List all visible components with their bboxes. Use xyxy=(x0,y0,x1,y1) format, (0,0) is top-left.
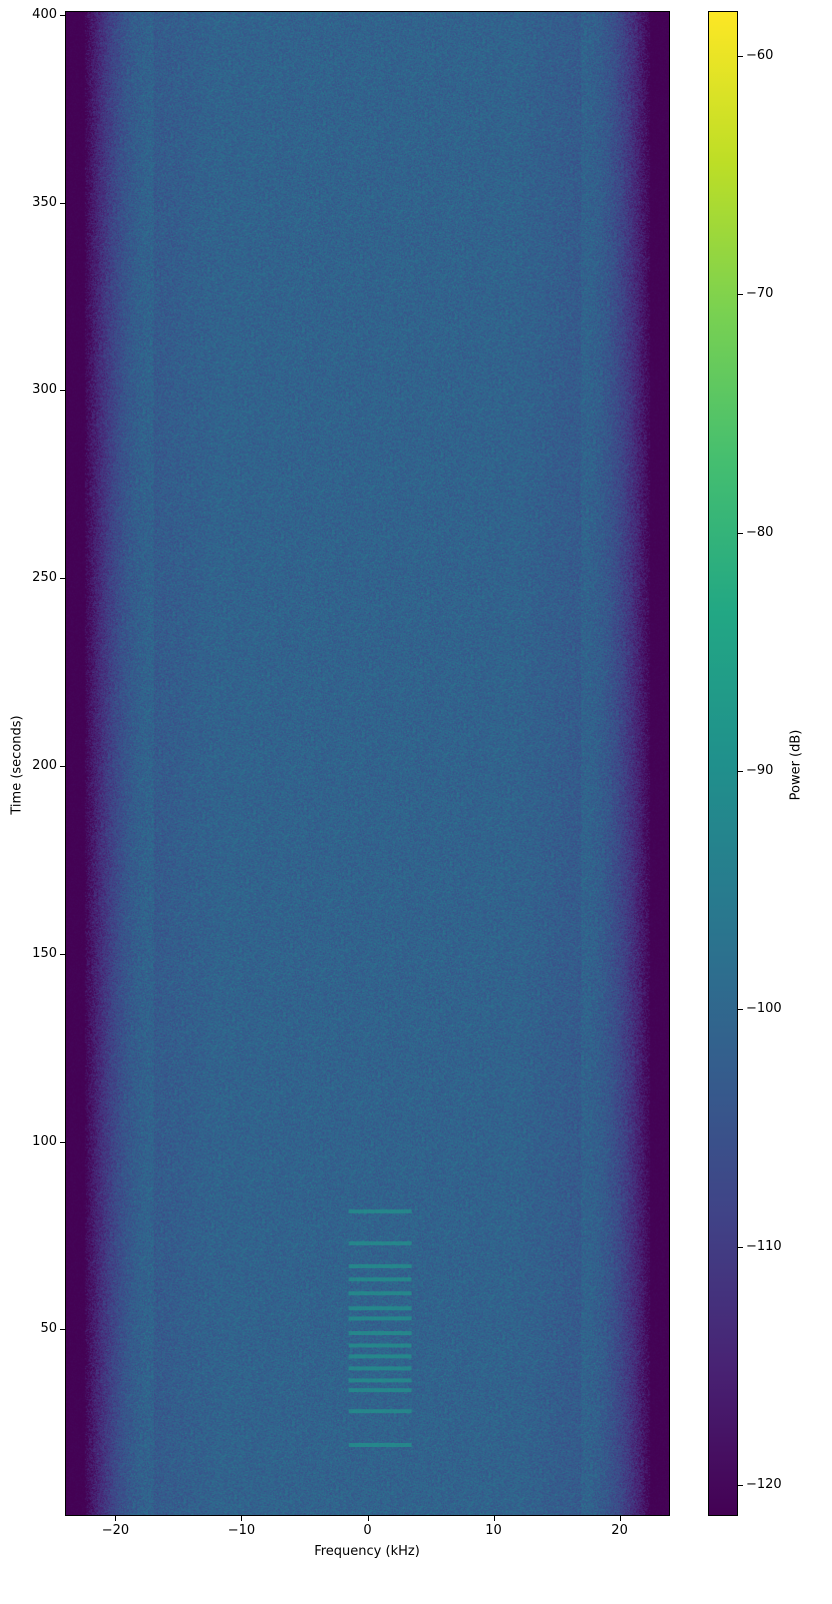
y-tick-label: 400 xyxy=(32,6,57,22)
burst-mark xyxy=(348,1277,412,1282)
burst-mark xyxy=(348,1316,412,1321)
colorbar-tick xyxy=(738,770,743,772)
x-tick xyxy=(619,1516,621,1521)
burst-mark xyxy=(348,1291,412,1296)
x-tick-label: −10 xyxy=(227,1523,256,1538)
y-tick-label: 300 xyxy=(32,382,57,398)
burst-mark xyxy=(348,1264,412,1269)
y-tick-label: 200 xyxy=(32,757,57,773)
burst-mark xyxy=(348,1354,412,1359)
y-tick-label: 250 xyxy=(32,570,57,586)
burst-mark xyxy=(348,1306,412,1311)
x-tick xyxy=(241,1516,243,1521)
colorbar-tick-label: −100 xyxy=(746,1000,782,1016)
colorbar-tick-label: −60 xyxy=(746,48,774,64)
y-tick xyxy=(60,578,65,580)
y-tick xyxy=(60,202,65,204)
y-axis-label: Time (seconds) xyxy=(9,715,25,815)
burst-mark xyxy=(348,1209,412,1214)
x-tick-label: −20 xyxy=(101,1523,130,1538)
burst-mark xyxy=(348,1443,412,1448)
burst-mark xyxy=(348,1388,412,1393)
x-tick-label: 10 xyxy=(485,1523,502,1538)
colorbar-tick-label: −90 xyxy=(746,762,774,778)
burst-mark xyxy=(348,1241,412,1246)
colorbar-tick xyxy=(738,1485,743,1487)
colorbar-tick xyxy=(738,1008,743,1010)
y-tick xyxy=(60,1141,65,1143)
x-tick-label: 0 xyxy=(363,1523,372,1538)
burst-overlay xyxy=(348,1209,412,1448)
burst-mark xyxy=(348,1343,412,1348)
y-tick xyxy=(60,390,65,392)
colorbar-tick xyxy=(738,294,743,296)
colorbar-label: Power (dB) xyxy=(788,729,804,801)
burst-mark xyxy=(348,1366,412,1371)
burst-mark xyxy=(348,1378,412,1383)
colorbar-tick-label: −70 xyxy=(746,286,774,302)
colorbar-tick xyxy=(738,56,743,58)
y-tick xyxy=(60,765,65,767)
colorbar-tick xyxy=(738,1246,743,1248)
y-tick xyxy=(60,14,65,16)
y-tick-label: 350 xyxy=(32,194,57,210)
y-tick-label: 150 xyxy=(32,945,57,961)
colorbar xyxy=(708,11,738,1516)
colorbar-tick-label: −110 xyxy=(746,1238,782,1254)
colorbar-tick-label: −120 xyxy=(746,1477,782,1493)
y-tick xyxy=(60,1329,65,1331)
colorbar-tick xyxy=(738,532,743,534)
colorbar-tick-label: −80 xyxy=(746,524,774,540)
burst-mark xyxy=(348,1409,412,1414)
burst-mark xyxy=(348,1331,412,1336)
x-tick xyxy=(115,1516,117,1521)
y-tick xyxy=(60,953,65,955)
x-axis-label: Frequency (kHz) xyxy=(314,1544,420,1559)
x-tick xyxy=(367,1516,369,1521)
x-tick-label: 20 xyxy=(611,1523,628,1538)
y-tick-label: 100 xyxy=(32,1133,57,1149)
y-tick-label: 50 xyxy=(40,1321,57,1337)
x-tick xyxy=(493,1516,495,1521)
